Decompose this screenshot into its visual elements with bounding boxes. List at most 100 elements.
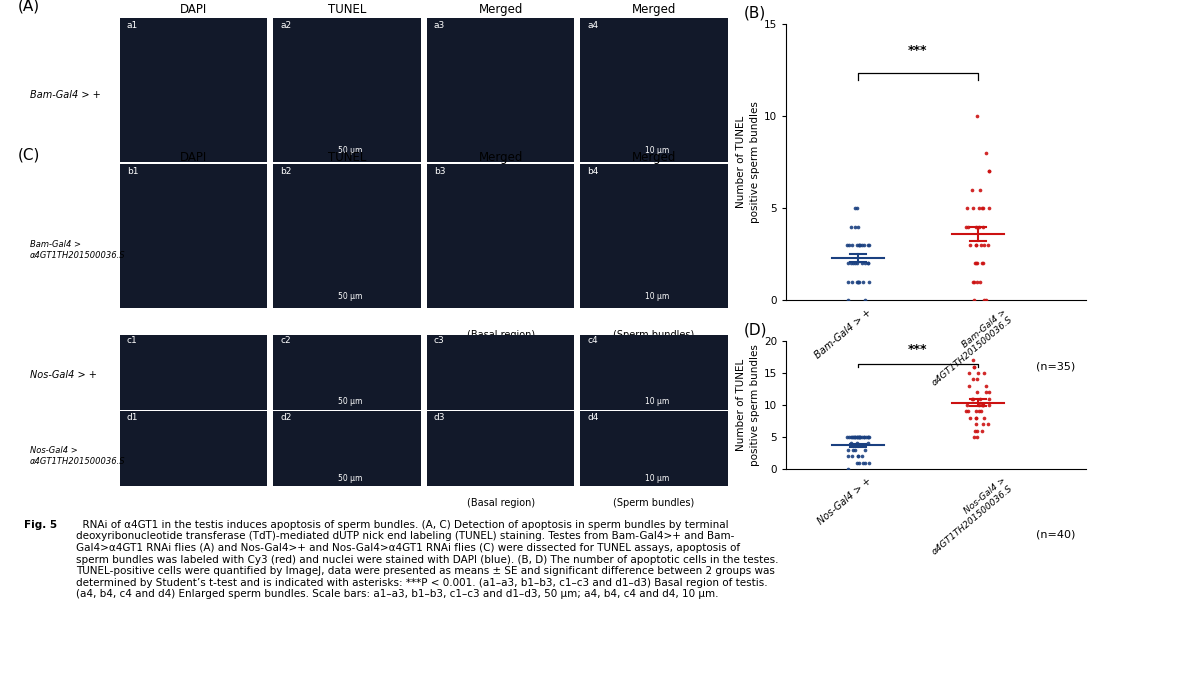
Point xyxy=(844,258,863,269)
FancyBboxPatch shape xyxy=(427,411,575,486)
Text: DAPI: DAPI xyxy=(180,151,208,164)
Point xyxy=(847,277,866,288)
Point xyxy=(973,418,992,430)
Point xyxy=(956,221,976,232)
Text: (n=35): (n=35) xyxy=(1037,361,1075,371)
Point xyxy=(964,361,983,372)
Point xyxy=(844,444,863,455)
Point xyxy=(966,418,985,430)
Point xyxy=(971,184,990,195)
Point xyxy=(840,432,859,443)
Point xyxy=(841,438,860,449)
Point xyxy=(964,355,983,366)
Point xyxy=(847,438,866,449)
Point xyxy=(838,444,857,455)
Point xyxy=(848,221,868,232)
Point xyxy=(961,240,980,250)
Point xyxy=(838,277,857,288)
Text: b3: b3 xyxy=(434,167,445,176)
Text: ***: *** xyxy=(908,344,928,356)
Text: (Sperm bundles): (Sperm bundles) xyxy=(613,331,695,340)
Text: (Sperm bundles): (Sperm bundles) xyxy=(613,497,695,508)
FancyBboxPatch shape xyxy=(427,335,575,410)
Point xyxy=(979,400,998,410)
Text: c2: c2 xyxy=(281,336,290,346)
Point xyxy=(844,432,863,443)
Point xyxy=(965,425,984,436)
Y-axis label: Number of TUNEL
positive sperm bundles: Number of TUNEL positive sperm bundles xyxy=(737,344,760,466)
Point xyxy=(974,295,994,306)
Text: 50 μm: 50 μm xyxy=(337,474,362,483)
Point xyxy=(859,258,878,269)
FancyBboxPatch shape xyxy=(274,18,421,161)
Point xyxy=(962,184,982,195)
FancyBboxPatch shape xyxy=(120,335,268,410)
Point xyxy=(845,202,864,213)
Point xyxy=(842,451,862,462)
Point xyxy=(850,277,869,288)
Point xyxy=(968,400,988,410)
Point xyxy=(852,240,871,250)
Point xyxy=(972,406,991,417)
Text: d2: d2 xyxy=(281,412,292,421)
Point xyxy=(974,367,994,378)
Point xyxy=(977,295,996,306)
Text: 50 μm: 50 μm xyxy=(337,398,362,406)
Text: Nos-Gal4 >
α4GT1TH201500036.S: Nos-Gal4 > α4GT1TH201500036.S xyxy=(30,446,126,466)
Point xyxy=(842,277,862,288)
Point xyxy=(958,400,977,410)
Point xyxy=(977,387,996,398)
Point xyxy=(973,202,992,213)
Point xyxy=(966,221,985,232)
Point xyxy=(979,166,998,177)
Point xyxy=(856,444,875,455)
Text: Merged: Merged xyxy=(632,3,677,16)
Point xyxy=(967,240,986,250)
Point xyxy=(964,295,983,306)
Text: (Basal region): (Basal region) xyxy=(467,497,535,508)
Point xyxy=(858,438,877,449)
Point xyxy=(964,374,983,385)
Text: c4: c4 xyxy=(587,336,598,346)
Point xyxy=(853,458,872,468)
Text: a2: a2 xyxy=(281,21,292,30)
FancyBboxPatch shape xyxy=(120,164,268,308)
Text: b2: b2 xyxy=(281,167,292,176)
Text: Bam-Gal4 > +: Bam-Gal4 > + xyxy=(30,90,101,99)
Point xyxy=(959,221,978,232)
Point xyxy=(840,240,859,250)
Point xyxy=(960,381,979,392)
FancyBboxPatch shape xyxy=(274,411,421,486)
Point xyxy=(851,240,870,250)
Text: TUNEL: TUNEL xyxy=(328,3,366,16)
Point xyxy=(859,432,878,443)
Point xyxy=(979,166,998,177)
Point xyxy=(853,258,872,269)
Point xyxy=(850,432,869,443)
Text: 10 μm: 10 μm xyxy=(644,292,670,301)
Point xyxy=(968,367,988,378)
Text: Merged: Merged xyxy=(479,3,523,16)
Y-axis label: Number of TUNEL
positive sperm bundles: Number of TUNEL positive sperm bundles xyxy=(737,101,760,223)
Point xyxy=(968,221,988,232)
Text: c1: c1 xyxy=(127,336,138,346)
Point xyxy=(860,277,880,288)
Text: a1: a1 xyxy=(127,21,138,30)
Text: (C): (C) xyxy=(18,147,41,162)
Text: TUNEL: TUNEL xyxy=(328,151,366,164)
Point xyxy=(858,432,877,443)
Point xyxy=(856,295,875,306)
Point xyxy=(848,240,868,250)
Point xyxy=(842,240,862,250)
Point xyxy=(848,432,868,443)
Point xyxy=(836,240,856,250)
Point xyxy=(966,406,985,417)
Point xyxy=(850,432,869,443)
Point xyxy=(856,258,875,269)
Point xyxy=(979,393,998,404)
Point xyxy=(859,240,878,250)
Point xyxy=(965,258,984,269)
Point xyxy=(856,458,875,468)
Point xyxy=(848,277,868,288)
Text: Bam-Gal4 > +: Bam-Gal4 > + xyxy=(812,307,874,360)
